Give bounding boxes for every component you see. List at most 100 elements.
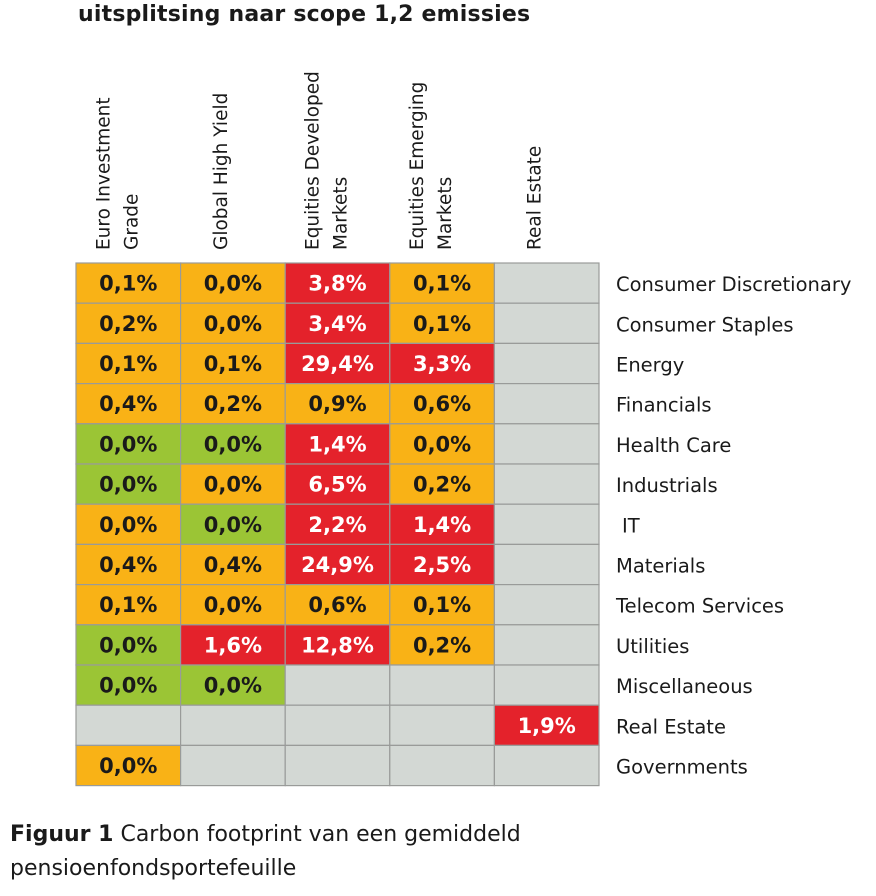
cell-value-label: 3,8% [308,272,366,296]
cell-value-label: 0,0% [99,633,157,657]
heatmap-cell [180,744,286,787]
heatmap-cell [493,543,600,586]
row-label: Governments [616,756,748,779]
cell-value-label: 3,4% [308,312,366,336]
cell-value-label: 12,8% [301,633,374,657]
heatmap-cell [493,383,600,425]
heatmap-cell [493,744,600,787]
cell-value-label: 0,0% [99,674,157,698]
row-label: Energy [616,354,684,377]
heatmap-cell [493,503,600,546]
column-label: Grade [121,194,142,250]
heatmap-cell [75,744,182,787]
cell-value-label: 3,3% [413,352,471,376]
cell-value-label: 0,1% [99,593,157,617]
heatmap-cell [493,624,600,666]
cell-value-label: 2,2% [308,513,366,537]
figure-caption: Figuur 1 Carbon footprint van een gemidd… [10,818,730,886]
column-label: Real Estate [525,146,546,250]
heatmap-cell [493,342,600,385]
heatmap-cell [75,503,182,546]
heatmap-cell [284,543,391,586]
row-label: Materials [616,555,705,578]
heatmap-cell [75,342,182,385]
cell-value-label: 0,0% [204,513,262,537]
cell-value-label: 0,0% [204,674,262,698]
heatmap-cell [180,423,286,465]
heatmap-cell [75,423,182,465]
column-label: Markets [435,177,456,250]
heatmap-cell [180,624,286,666]
heatmap-cell [75,704,182,747]
row-label: Health Care [616,434,731,457]
row-label: Real Estate [616,715,726,738]
heatmap-cell [284,744,391,787]
cell-value-label: 0,1% [413,312,471,336]
heatmap-cell [284,262,391,304]
heatmap-cell [75,664,182,706]
heatmap-cell [180,262,286,304]
cell-value-label: 24,9% [301,553,374,577]
column-label: Markets [331,177,352,250]
heatmap-cell [284,664,391,706]
cell-value-label: 0,2% [99,312,157,336]
heatmap-cell [389,383,495,425]
row-labels: Consumer Discretionary Consumer Staples En… [615,273,851,778]
heatmap-cell [284,704,391,747]
heatmap-cell [389,302,495,345]
cell-value-label: 0,4% [204,553,262,577]
heatmap-cell [75,262,182,304]
cell-value-label: 0,1% [413,272,471,296]
heatmap-cell [389,744,495,787]
cell-value-label: 1,9% [518,714,576,738]
cell-value-label: 0,0% [204,593,262,617]
heatmap-cell [493,302,600,345]
cell-value-label: 0,1% [413,593,471,617]
cell-value-label: 0,0% [204,312,262,336]
heatmap-cell [180,503,286,546]
row-label: Industrials [616,474,718,497]
heatmap-cell [493,664,600,706]
cell-value-label: 1,4% [308,432,366,456]
cell-value-label: 0,0% [204,473,262,497]
cell-value-label: 0,9% [308,392,366,416]
heatmap-cell [493,463,600,505]
row-label: Consumer Discretionary [616,273,851,296]
cell-value-label: 0,0% [99,754,157,778]
heatmap-cell [493,423,600,465]
heatmap-cell [493,583,600,626]
cell-value-label: 0,0% [204,432,262,456]
cell-value-label: 0,4% [99,392,157,416]
cell-value-label: 1,6% [204,633,262,657]
cell-value-label: 0,6% [308,593,366,617]
heatmap-cell [180,463,286,505]
heatmap-cell [284,463,391,505]
cell-value-label: 0,2% [413,633,471,657]
cell-value-label: 2,5% [413,553,471,577]
heatmap-chart: Euro Investment Grade Global High Yield Equ… [75,71,851,787]
cell-value-label: 0,0% [204,272,262,296]
cell-value-label: 0,2% [413,473,471,497]
row-label: Telecom Services [615,595,784,618]
column-label: Euro Investment [93,97,114,250]
heatmap-cell [180,543,286,586]
chart-title: uitsplitsing naar scope 1,2 emissies [78,2,531,27]
cell-value-label: 0,0% [99,473,157,497]
caption-text: Carbon footprint van een gemiddeld pensi… [10,822,521,881]
heatmap-cell [389,664,495,706]
cell-value-label: 0,0% [413,432,471,456]
cell-value-label: 0,1% [99,272,157,296]
heatmap-cell [75,463,182,505]
heatmap-cell [389,704,495,747]
cell-value-label: 0,4% [99,553,157,577]
heatmap-cell [180,383,286,425]
row-label: Financials [616,394,712,417]
cell-value-label: 6,5% [308,473,366,497]
cell-value-label: 29,4% [301,352,374,376]
cell-value-label: 0,6% [413,392,471,416]
cell-value-label: 0,1% [99,352,157,376]
heatmap-cell [493,262,600,304]
caption-label: Figuur 1 [10,822,114,847]
column-label: Global High Yield [211,93,232,250]
column-label: Equities Emerging [407,82,428,250]
